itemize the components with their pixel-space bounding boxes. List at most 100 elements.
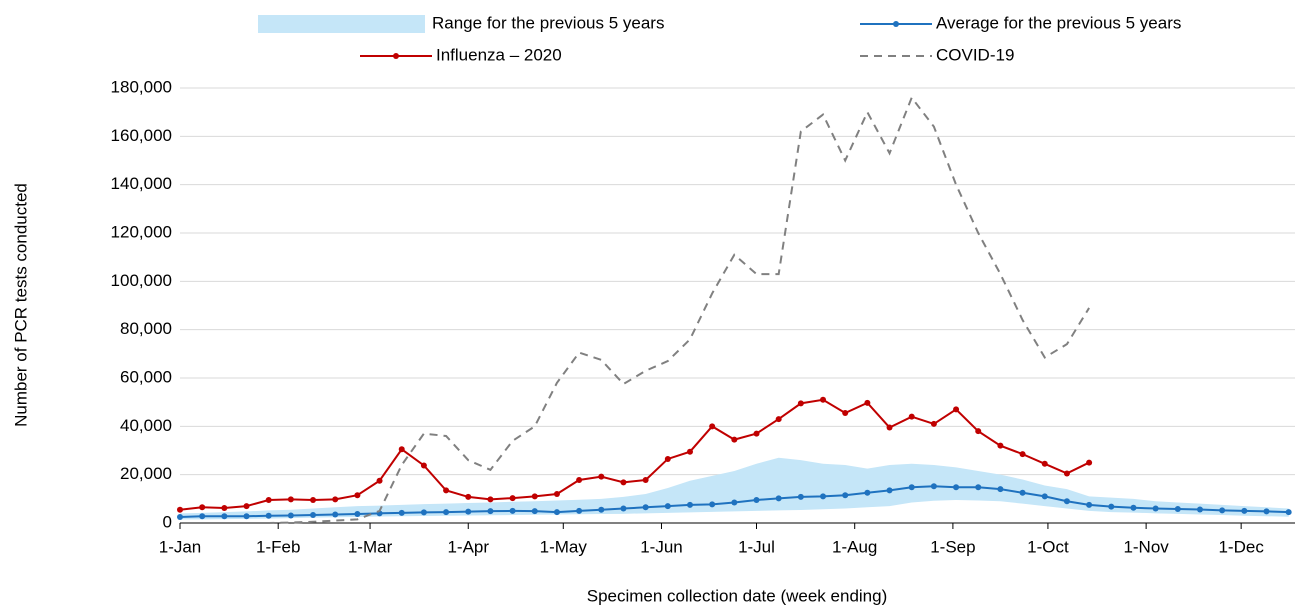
data-point xyxy=(775,495,782,502)
data-point xyxy=(487,496,494,503)
data-point xyxy=(620,505,627,512)
data-point xyxy=(576,476,583,483)
y-tick-label: 0 xyxy=(163,512,172,531)
data-point xyxy=(1041,460,1048,467)
data-point xyxy=(287,512,294,519)
data-point xyxy=(753,430,760,437)
y-tick-label: 20,000 xyxy=(120,464,172,483)
y-tick-label: 40,000 xyxy=(120,416,172,435)
data-point xyxy=(531,493,538,500)
data-point xyxy=(221,505,228,512)
x-tick-label: 1-Sep xyxy=(930,537,975,556)
data-point xyxy=(908,484,915,491)
data-point xyxy=(664,503,671,510)
data-point xyxy=(797,493,804,500)
data-point xyxy=(642,504,649,511)
data-point xyxy=(332,511,339,518)
data-point xyxy=(864,489,871,496)
x-tick-label: 1-Nov xyxy=(1123,537,1169,556)
data-point xyxy=(465,508,472,515)
data-point xyxy=(842,492,849,499)
x-tick-label: 1-Feb xyxy=(256,537,300,556)
x-tick-label: 1-Jul xyxy=(738,537,775,556)
data-point xyxy=(953,406,960,413)
data-point xyxy=(664,455,671,462)
x-tick-label: 1-Aug xyxy=(832,537,877,556)
data-point xyxy=(864,399,871,406)
x-tick-label: 1-Oct xyxy=(1027,537,1069,556)
data-point xyxy=(332,496,339,503)
x-tick-label: 1-Dec xyxy=(1218,537,1264,556)
legend-swatch xyxy=(258,15,425,33)
data-point xyxy=(509,495,516,502)
data-point xyxy=(731,436,738,443)
data-point xyxy=(420,462,427,469)
data-point xyxy=(642,476,649,483)
data-point xyxy=(820,396,827,403)
legend-label: Average for the previous 5 years xyxy=(936,13,1181,32)
data-point xyxy=(553,509,560,516)
series-line xyxy=(224,95,1090,524)
data-point xyxy=(1285,509,1292,516)
data-point xyxy=(265,497,272,504)
x-axis-label: Specimen collection date (week ending) xyxy=(587,586,888,605)
data-point xyxy=(1152,505,1159,512)
data-point xyxy=(509,507,516,514)
y-tick-label: 60,000 xyxy=(120,367,172,386)
data-point xyxy=(753,497,760,504)
data-point xyxy=(686,501,693,508)
x-tick-label: 1-Jun xyxy=(640,537,683,556)
range-band xyxy=(180,457,1289,520)
data-point xyxy=(1130,504,1137,511)
data-point xyxy=(953,484,960,491)
data-point xyxy=(420,509,427,516)
y-tick-label: 120,000 xyxy=(111,222,172,241)
data-point xyxy=(975,428,982,435)
data-point xyxy=(620,479,627,486)
data-point xyxy=(177,506,183,513)
data-point xyxy=(398,509,405,516)
y-tick-label: 100,000 xyxy=(111,271,172,290)
data-point xyxy=(199,504,206,511)
legend-label: COVID-19 xyxy=(936,45,1014,64)
data-point xyxy=(1086,501,1093,508)
data-point xyxy=(487,508,494,515)
data-point xyxy=(177,513,183,520)
data-point xyxy=(1263,508,1270,515)
data-point xyxy=(997,486,1004,493)
data-point xyxy=(731,499,738,506)
data-point xyxy=(1241,507,1248,514)
data-point xyxy=(886,424,893,431)
data-point xyxy=(686,448,693,455)
data-point xyxy=(1196,506,1203,513)
series-line xyxy=(179,398,1090,511)
data-point xyxy=(842,410,849,417)
data-point xyxy=(1219,507,1226,514)
data-point xyxy=(221,513,228,520)
legend-marker xyxy=(393,53,399,59)
data-point xyxy=(531,508,538,515)
y-axis-label: Number of PCR tests conducted xyxy=(11,183,30,427)
data-point xyxy=(1041,493,1048,500)
data-point xyxy=(709,501,716,508)
data-point xyxy=(598,473,605,480)
data-point xyxy=(287,496,294,503)
data-point xyxy=(975,484,982,491)
y-tick-label: 140,000 xyxy=(111,174,172,193)
data-point xyxy=(443,487,450,494)
y-tick-label: 180,000 xyxy=(111,77,172,96)
data-point xyxy=(820,493,827,500)
data-point xyxy=(997,442,1004,449)
data-point xyxy=(930,420,937,427)
data-point xyxy=(775,416,782,423)
data-point xyxy=(376,477,383,484)
data-point xyxy=(354,511,361,518)
data-point xyxy=(443,509,450,516)
data-point xyxy=(199,513,206,520)
data-point xyxy=(398,446,405,453)
data-point xyxy=(243,503,250,510)
x-tick-label: 1-Mar xyxy=(348,537,393,556)
y-tick-label: 80,000 xyxy=(120,319,172,338)
legend-label: Range for the previous 5 years xyxy=(432,13,664,32)
data-point xyxy=(576,507,583,514)
